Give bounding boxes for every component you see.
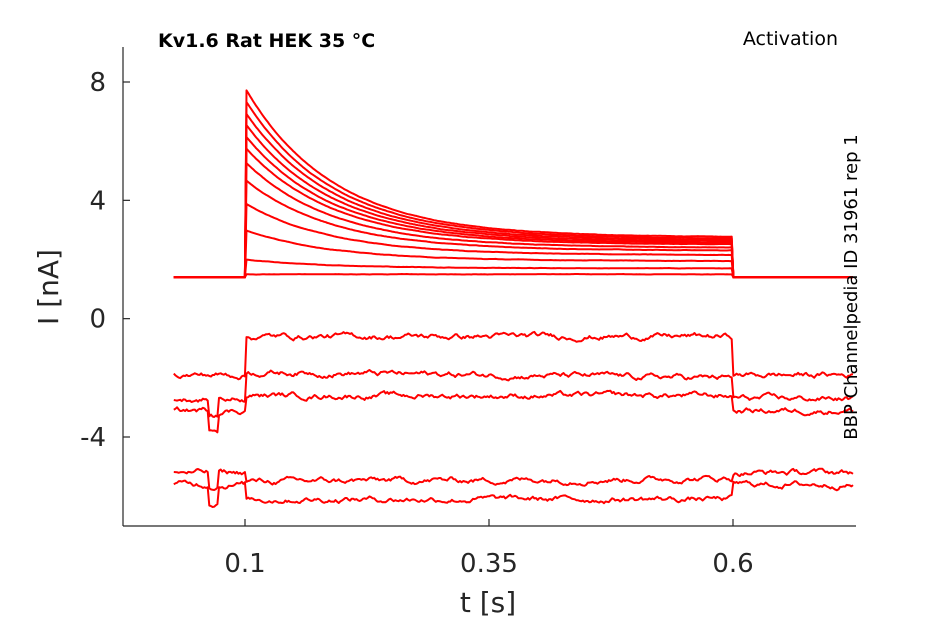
y-tick-label: -4 <box>80 423 106 453</box>
x-axis-label: t [s] <box>460 586 516 619</box>
current-trace <box>173 89 853 279</box>
y-axis-label: I [nA] <box>32 249 65 325</box>
traces <box>173 89 854 508</box>
current-trace <box>173 467 854 491</box>
x-tick-label: 0.6 <box>712 549 753 579</box>
chart-title: Kv1.6 Rat HEK 35 °C <box>158 30 375 52</box>
x-tick-label: 0.1 <box>224 549 265 579</box>
x-tick-label: 0.35 <box>460 549 518 579</box>
current-trace <box>173 273 853 279</box>
current-trace <box>173 330 854 381</box>
current-trace <box>173 479 854 508</box>
ticks: 0.1 0.35 0.6 8 4 0 -4 <box>80 68 754 579</box>
current-trace <box>173 101 853 279</box>
current-trace <box>173 389 854 434</box>
y-tick-label: 4 <box>89 186 106 216</box>
y-tick-label: 0 <box>89 305 106 335</box>
source-label: BBP Channelpedia ID 31961 rep 1 <box>841 134 862 439</box>
y-tick-label: 8 <box>89 68 106 98</box>
axes <box>122 47 856 527</box>
protocol-label: Activation <box>743 28 838 50</box>
current-trace <box>173 369 854 418</box>
